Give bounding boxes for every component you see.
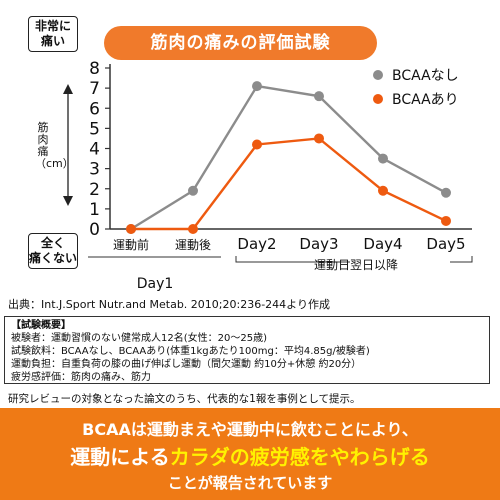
study-exercise: 運動負担：自重負荷の膝の曲げ伸ばし運動（間欠運動 約10分+休憩 約20分）	[11, 359, 362, 370]
no-pain-line1: 全く	[40, 236, 65, 250]
data-point	[252, 81, 262, 92]
study-overview-heading: 【試験概要】	[11, 320, 71, 331]
pain-arrow-down-head	[63, 196, 73, 206]
group-bracket-following-right	[450, 256, 473, 263]
review-note: 研究レビューの対象となった論文のうち、代表的な1報を事例として提示。	[8, 393, 361, 405]
data-point	[314, 133, 324, 144]
data-point	[314, 91, 324, 102]
y-tick-label: 7	[89, 79, 100, 99]
legend-marker	[373, 70, 383, 80]
banner-highlight: カラダの疲労感をやわらげる	[169, 445, 430, 469]
very-painful-label: 非常に 痛い	[28, 16, 78, 52]
data-point	[441, 215, 451, 226]
x-tick-label: Day5	[426, 235, 465, 253]
data-point	[188, 224, 198, 234]
y-tick-label: 4	[89, 140, 100, 160]
study-overview-box: 【試験概要】 被験者：運動習慣のない健常成人12名(女性：20～25歳) 試験飲…	[4, 316, 490, 384]
conclusion-banner: BCAAは運動まえや運動中に飲むことにより、 運動によるカラダの疲労感をやわらげ…	[0, 408, 500, 500]
pain-arrow-up-head	[63, 84, 73, 94]
no-pain-line2: 痛くない	[29, 251, 78, 265]
source-citation: 出典：Int.J.Sport Nutr.and Metab. 2010;20:2…	[8, 298, 330, 311]
legend-marker	[373, 94, 383, 104]
study-subjects: 被験者：運動習慣のない健常成人12名(女性：20～25歳)	[11, 333, 267, 344]
y-tick-label: 8	[89, 59, 100, 79]
study-drink: 試験飲料：BCAAなし、BCAAあり(体重1kgあたり100mg：平均4.85g…	[11, 346, 370, 357]
banner-line-3: ことが報告されています	[167, 474, 333, 492]
x-tick-label: 運動前	[113, 237, 149, 252]
data-point	[378, 153, 388, 164]
series-line	[130, 84, 447, 231]
y-tick-label: 1	[89, 200, 100, 220]
no-pain-label: 全く 痛くない	[28, 233, 78, 269]
data-point	[126, 224, 136, 234]
data-point	[378, 185, 388, 196]
banner-line-1-rest: は運動まえや運動中に飲むことにより、	[130, 420, 418, 439]
banner-line-2: 運動によるカラダの疲労感をやわらげる	[0, 441, 500, 470]
legend-label: BCAAなし	[392, 68, 459, 84]
group-label-following-days: 運動日翌日以降	[313, 258, 398, 272]
y-tick-label: 3	[89, 160, 100, 180]
x-tick-label: Day4	[363, 235, 402, 253]
y-tick-label: 0	[89, 220, 100, 240]
banner-bcaa: BCAA	[82, 420, 131, 439]
x-tick-label: Day3	[299, 235, 338, 253]
x-tick-label: Day2	[237, 235, 276, 253]
very-painful-line1: 非常に	[34, 19, 71, 33]
series-line	[131, 137, 447, 231]
legend-label: BCAAあり	[392, 92, 459, 108]
study-evaluation: 疲労感評価：筋肉の痛み、筋力	[11, 372, 151, 383]
group-bracket-following-left	[235, 256, 350, 263]
chart-title: 筋肉の痛みの評価試験	[104, 26, 377, 60]
y-tick-label: 5	[89, 119, 100, 139]
x-tick-label: 運動後	[175, 238, 211, 252]
banner-line-1: BCAAは運動まえや運動中に飲むことにより、	[0, 416, 500, 440]
y-tick-label: 6	[89, 99, 100, 119]
data-point	[252, 139, 262, 150]
group-label-day1: Day1	[136, 276, 174, 292]
data-point	[188, 185, 198, 196]
y-tick-label: 2	[89, 180, 100, 200]
very-painful-line2: 痛い	[40, 34, 65, 48]
data-point	[441, 187, 451, 198]
banner-line-2-lead: 運動による	[70, 445, 170, 469]
